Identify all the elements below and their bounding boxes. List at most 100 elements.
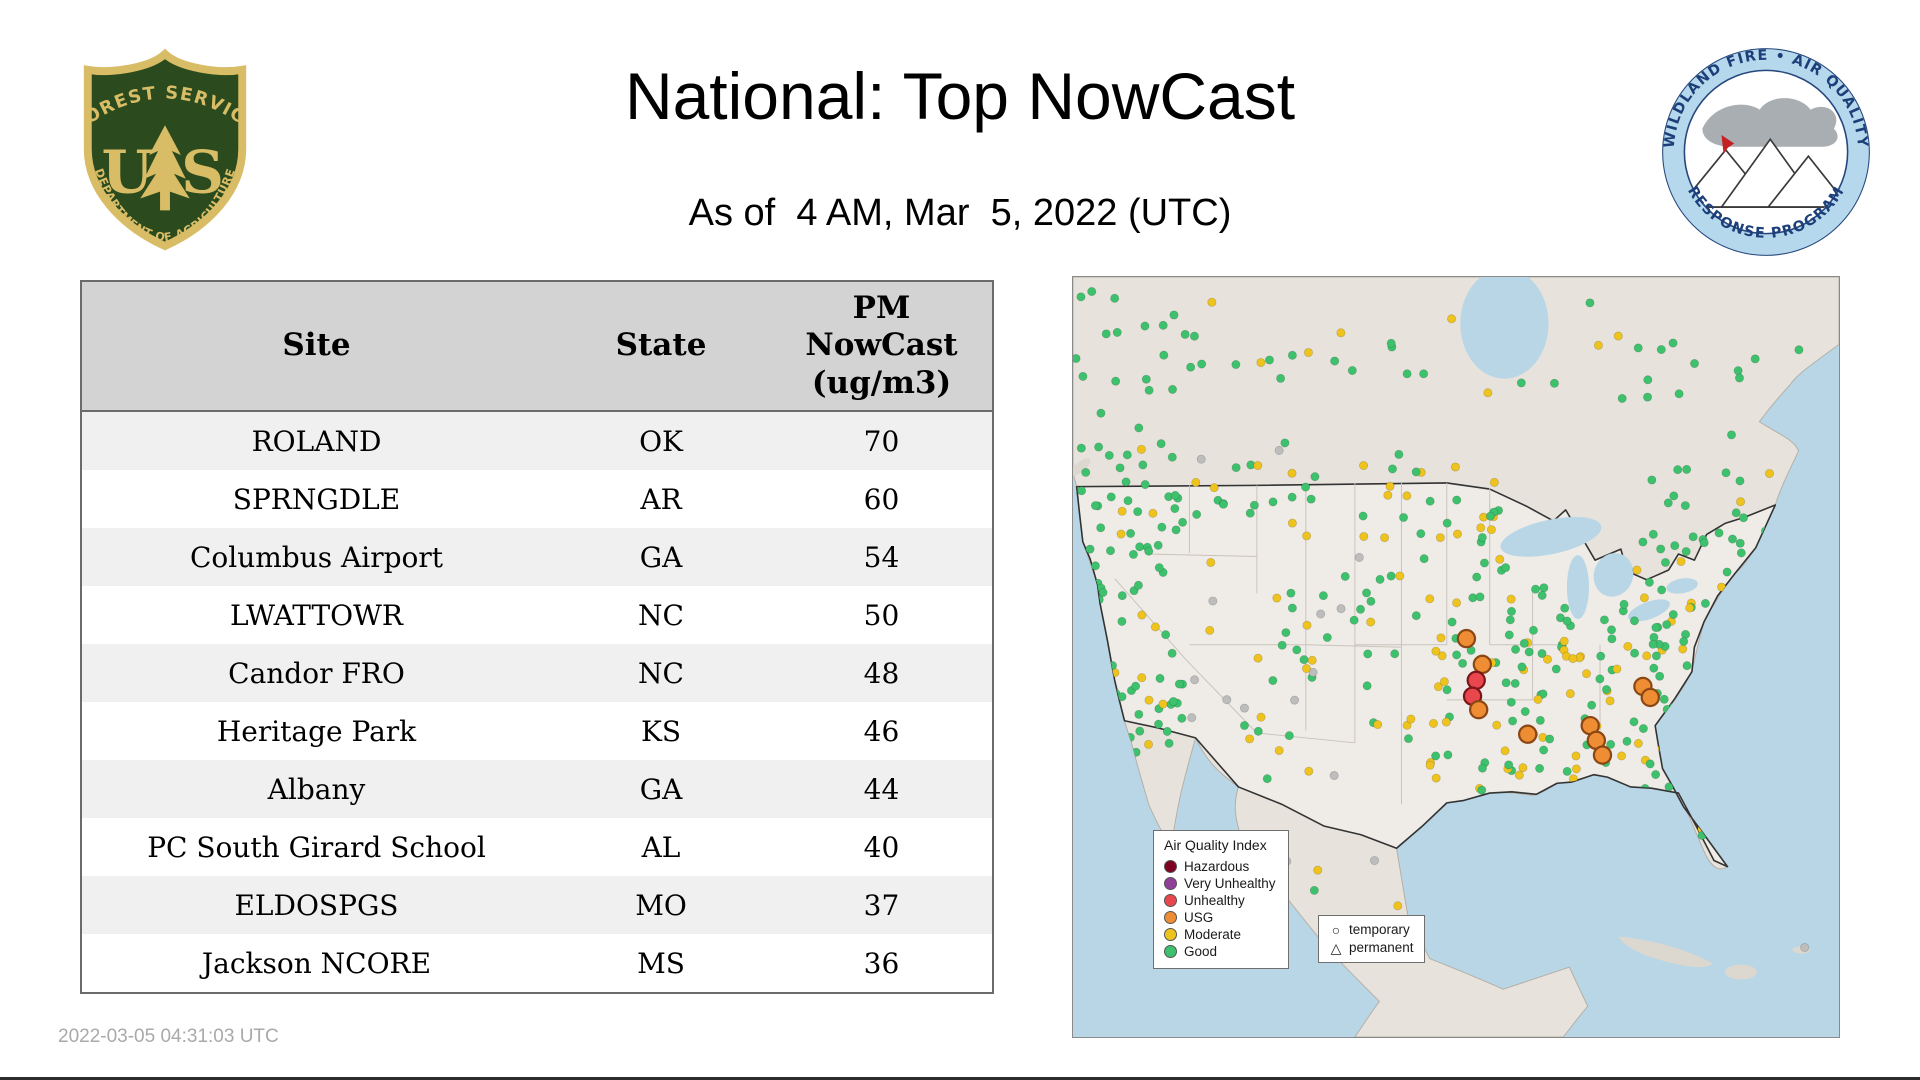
aqi-site-dot — [1287, 518, 1297, 528]
aqi-highlight-marker — [1466, 670, 1486, 690]
aqi-site-dot — [1679, 636, 1689, 646]
wf-ring-band — [1663, 49, 1869, 255]
aqi-site-dot — [1678, 644, 1688, 654]
aqi-site-dot — [1533, 694, 1543, 704]
aqi-site-dot — [1362, 681, 1372, 691]
aqi-site-dot — [1369, 855, 1380, 866]
aqi-site-dot — [1585, 298, 1595, 308]
aqi-site-dot — [1669, 491, 1679, 501]
aqi-site-dot — [1096, 408, 1106, 418]
aqi-site-dot — [1117, 616, 1127, 626]
aqi-site-dot — [1138, 460, 1148, 470]
aqi-legend-title: Air Quality Index — [1164, 837, 1267, 853]
aqi-site-dot — [1206, 557, 1216, 568]
table-row: Candor FRO NC 48 — [81, 644, 993, 702]
aqi-site-dot — [1304, 766, 1314, 776]
aqi-site-dot — [1642, 651, 1652, 661]
aqi-site-dot — [1081, 467, 1091, 477]
state-cell: AR — [640, 482, 682, 516]
aqi-site-dot — [1633, 738, 1643, 748]
aqi-site-dot — [1645, 759, 1655, 769]
state-cell: MO — [635, 888, 687, 922]
aqi-site-dot — [1452, 529, 1463, 539]
aqi-highlight-marker — [1640, 687, 1660, 708]
aqi-site-dot — [1629, 717, 1639, 727]
aqi-site-dot — [1309, 885, 1319, 895]
legend-label: Unhealthy — [1184, 893, 1245, 908]
aqi-site-dot — [1794, 345, 1804, 355]
table-row: Albany GA 44 — [81, 760, 993, 818]
pm-nowcast-cell: 36 — [863, 946, 900, 980]
unhealthy-swatch-icon — [1164, 894, 1177, 907]
aqi-site-dot — [1435, 533, 1445, 543]
aqi-site-dot — [1538, 689, 1548, 699]
aqi-site-dot — [1158, 320, 1168, 330]
aqi-site-dot — [1500, 746, 1510, 756]
aqi-site-dot — [1477, 785, 1487, 795]
pm-nowcast-cell: 60 — [863, 482, 900, 516]
aqi-site-dot — [1520, 707, 1530, 717]
aqi-site-dot — [1425, 760, 1435, 770]
aqi-site-dot — [1447, 617, 1457, 627]
aqi-site-dot — [1510, 678, 1520, 689]
state-cell: GA — [639, 772, 683, 806]
aqi-site-dot — [1613, 331, 1623, 341]
aqi-legend-items: Hazardous Very Unhealthy Unhealthy USG Moder… — [1164, 858, 1276, 960]
legend-label: USG — [1184, 910, 1214, 925]
aqi-site-dot — [1738, 513, 1749, 523]
aqi-site-dot — [1330, 356, 1340, 366]
aqi-site-dot — [1286, 588, 1296, 598]
aqi-site-dot — [1670, 541, 1680, 551]
aqi-site-dot — [1256, 358, 1266, 368]
aqi-site-dot — [1157, 522, 1167, 532]
water-bodies — [1460, 277, 1698, 622]
state-cell: NC — [638, 598, 684, 632]
aqi-site-dot — [1568, 654, 1578, 664]
aqi-site-dot — [1094, 442, 1104, 452]
site-cell: Albany — [267, 772, 366, 806]
aqi-site-dot — [1393, 901, 1403, 911]
site-cell: Jackson NCORE — [201, 946, 432, 980]
aqi-site-dot — [1375, 574, 1385, 584]
aqi-site-dot — [1639, 593, 1649, 603]
aqi-site-dot — [1394, 449, 1404, 459]
aqi-site-dot — [1340, 571, 1350, 582]
aqi-site-dot — [1750, 354, 1760, 364]
aqi-site-dot — [1425, 594, 1435, 604]
pm-nowcast-cell: 37 — [863, 888, 900, 922]
aqi-site-dot — [1492, 720, 1502, 730]
aqi-site-dot — [1501, 678, 1511, 688]
aqi-site-dot — [1458, 658, 1468, 668]
aqi-site-dot — [1519, 638, 1529, 648]
aqi-site-dot — [1593, 340, 1603, 350]
aqi-site-dot — [1629, 616, 1639, 626]
aqi-site-dot — [1612, 664, 1622, 674]
aqi-site-dot — [1104, 450, 1114, 461]
aqi-site-dot — [1329, 771, 1339, 781]
aqi-site-dot — [1110, 293, 1120, 303]
aqi-site-dot — [1476, 523, 1486, 533]
aqi-highlight-marker — [1468, 700, 1489, 720]
aqi-site-dot — [1134, 423, 1144, 433]
aqi-site-dot — [1700, 598, 1710, 608]
aqi-site-dot — [1170, 490, 1180, 500]
aqi-site-dot — [1359, 460, 1369, 471]
usg-swatch-icon — [1164, 911, 1177, 924]
aqi-site-dot — [1197, 359, 1207, 369]
site-cell: ELDOSPGS — [234, 888, 399, 922]
aqi-site-dot — [1274, 445, 1284, 455]
aqi-site-dot — [1167, 384, 1178, 394]
aqi-site-dot — [1673, 465, 1683, 475]
aqi-site-dot — [1205, 625, 1215, 635]
aqi-site-dot — [1674, 389, 1684, 399]
aqi-site-dot — [1122, 450, 1132, 460]
aqi-site-dot — [1416, 529, 1426, 539]
site-cell: Heritage Park — [216, 714, 417, 748]
aqi-site-dot — [1096, 523, 1106, 533]
forest-service-logo: FOREST SERVICE U S DEPARTMENT OF AGRICUL… — [66, 42, 248, 251]
aqi-site-dot — [1545, 734, 1555, 744]
aqi-site-dot — [1310, 472, 1320, 482]
aqi-site-dot — [1688, 532, 1698, 542]
aqi-site-dot — [1090, 561, 1100, 571]
bottom-border-line — [0, 1077, 1920, 1080]
